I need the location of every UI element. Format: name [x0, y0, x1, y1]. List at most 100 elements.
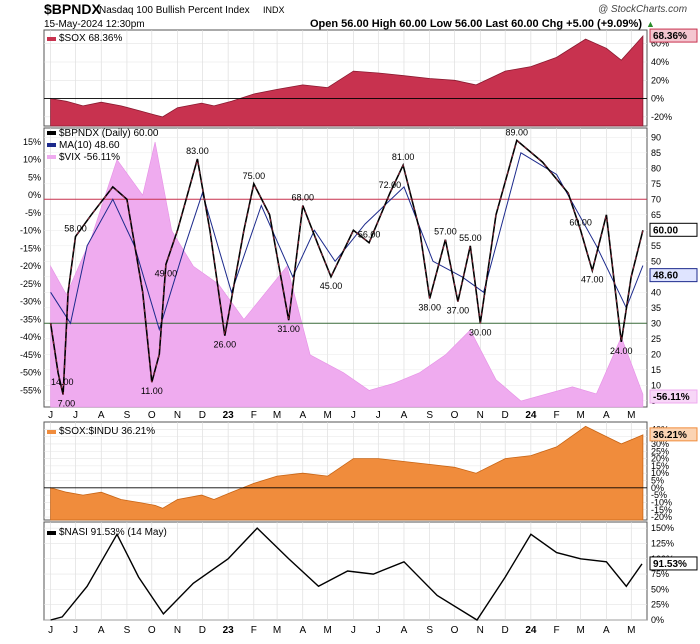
- bpndx-annotation: 14.00: [51, 377, 74, 387]
- header-date: 15-May-2024 12:30pm: [44, 19, 145, 30]
- x-tick-label-bottom: D: [502, 625, 509, 636]
- y-tick-label: 60%: [651, 39, 669, 49]
- y-tick-label: -20%: [651, 112, 672, 122]
- x-tick-label: D: [199, 410, 206, 421]
- x-tick-label: S: [426, 410, 433, 421]
- bpndx-right-tick: 90: [651, 132, 661, 142]
- vix-left-tick: -20%: [20, 261, 41, 271]
- bpndx-right-tick: 10: [651, 380, 661, 390]
- y-tick-label: 50%: [651, 584, 669, 594]
- vix-left-tick: -55%: [20, 385, 41, 395]
- vix-left-tick: 5%: [28, 172, 41, 182]
- x-tick-label: M: [576, 410, 584, 421]
- last-value-label: 91.53%: [653, 559, 687, 570]
- bpndx-annotation: 68.00: [292, 193, 315, 203]
- x-tick-label: M: [273, 410, 281, 421]
- y-tick-label: -20%: [651, 512, 672, 522]
- vix-legend: $VIX -56.11%: [59, 152, 120, 163]
- x-tick-label-bottom: F: [251, 625, 257, 636]
- x-tick-label: J: [48, 410, 53, 421]
- x-tick-label-bottom: M: [273, 625, 281, 636]
- x-tick-label: O: [451, 410, 459, 421]
- bpndx-annotation: 45.00: [320, 281, 343, 291]
- header-exchange: INDX: [263, 5, 285, 15]
- bpndx-annotation: 60.00: [569, 217, 592, 227]
- x-tick-label: M: [323, 410, 331, 421]
- x-tick-label-bottom: A: [299, 625, 306, 636]
- y-tick-label: 0%: [651, 483, 664, 493]
- legend-swatch-5: [47, 430, 56, 434]
- last-value-label: 36.21%: [653, 430, 687, 441]
- bpndx-annotation: 75.00: [243, 171, 266, 181]
- x-tick-label: A: [401, 410, 408, 421]
- last-value-label: 60.00: [653, 225, 678, 236]
- sox-legend: $SOX 68.36%: [59, 33, 122, 44]
- vix-left-tick: 10%: [23, 155, 41, 165]
- y-tick-label: 40%: [651, 57, 669, 67]
- bpndx-annotation: 55.00: [459, 233, 482, 243]
- y-tick-label: -5%: [651, 490, 667, 500]
- y-tick-label: -10%: [651, 497, 672, 507]
- bpndx-right-tick: 25: [651, 334, 661, 344]
- header-description: Nasdaq 100 Bullish Percent Index: [99, 5, 250, 16]
- last-value-badge: [649, 268, 698, 283]
- x-tick-label: 24: [525, 410, 537, 421]
- x-tick-label-bottom: M: [627, 625, 635, 636]
- sox-area: [50, 35, 644, 127]
- y-tick-label: 25%: [651, 446, 669, 456]
- soxindu-area: [50, 425, 644, 521]
- chart-header: $BPNDX Nasdaq 100 Bullish Percent Index …: [44, 1, 687, 30]
- last-value-badge: [649, 28, 698, 43]
- x-tick-label-bottom: D: [199, 625, 206, 636]
- last-value-label: -56.11%: [653, 392, 690, 403]
- x-tick-label-bottom: J: [73, 625, 78, 636]
- bpndx-annotation: 30.00: [469, 327, 492, 337]
- x-tick-label-bottom: J: [48, 625, 53, 636]
- x-tick-label: N: [477, 410, 484, 421]
- bpndx-annotation: 47.00: [581, 275, 604, 285]
- x-tick-label-bottom: S: [426, 625, 433, 636]
- header-symbol: $BPNDX: [44, 1, 101, 17]
- x-tick-label: N: [174, 410, 181, 421]
- bpndx-annotation: 72.00: [379, 180, 402, 190]
- x-tick-label-bottom: N: [174, 625, 181, 636]
- x-tick-label: J: [376, 410, 381, 421]
- last-value-label: 48.60: [653, 271, 678, 282]
- x-tick-label-bottom: A: [401, 625, 408, 636]
- bpndx-annotation: 24.00: [610, 346, 633, 356]
- x-tick-label-bottom: A: [603, 625, 610, 636]
- y-tick-label: 5%: [651, 476, 664, 486]
- last-value-label: 68.36%: [653, 31, 687, 42]
- bpndx-right-tick: 75: [651, 179, 661, 189]
- legend-swatch-3: [47, 143, 56, 147]
- x-tick-label-bottom: M: [323, 625, 331, 636]
- bpndx-right-tick: 40: [651, 287, 661, 297]
- bpndx-annotation: 38.00: [418, 303, 441, 313]
- vix-left-tick: -25%: [20, 279, 41, 289]
- bpndx-annotation: 31.00: [277, 324, 300, 334]
- soxindu-legend: $SOX:$INDU 36.21%: [59, 426, 155, 437]
- last-value-badge: [649, 222, 698, 237]
- y-tick-label: -15%: [651, 505, 672, 515]
- legend-swatch-2: [47, 131, 56, 135]
- y-tick-label: 125%: [651, 538, 674, 548]
- y-tick-label: 20%: [651, 454, 669, 464]
- vix-left-tick: 0%: [28, 190, 41, 200]
- brand-watermark: @ StockCharts.com: [598, 4, 687, 15]
- legend-swatch-4: [47, 155, 56, 159]
- bpndx-annotation: 37.00: [447, 306, 470, 316]
- up-arrow-icon: ▲: [646, 19, 655, 29]
- x-tick-label-bottom: O: [148, 625, 156, 636]
- vix-left-tick: 15%: [23, 137, 41, 147]
- x-tick-label-bottom: J: [351, 625, 356, 636]
- bpndx-right-tick: 85: [651, 148, 661, 158]
- x-axis: J J J J A A S S O O N N D D 23 23 F F M M A A M M J J J J A A S S O O N N D D…: [48, 410, 635, 636]
- y-tick-label: 25%: [651, 600, 669, 610]
- y-tick-label: 75%: [651, 569, 669, 579]
- vix-left-tick: -50%: [20, 368, 41, 378]
- last-value-badge: [649, 556, 698, 571]
- bpndx-annotation: 83.00: [186, 146, 209, 156]
- nasi-legend: $NASI 91.53% (14 May): [59, 527, 167, 538]
- bpndx-legend: $BPNDX (Daily) 60.00: [59, 128, 159, 139]
